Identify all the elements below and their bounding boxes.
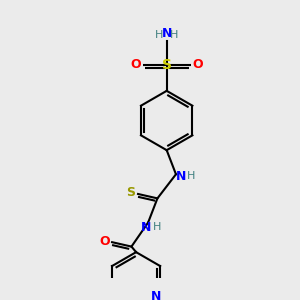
- Text: O: O: [192, 58, 202, 71]
- Text: O: O: [131, 58, 141, 71]
- Text: N: N: [176, 169, 186, 183]
- Text: N: N: [141, 220, 152, 234]
- Text: S: S: [162, 58, 172, 72]
- Text: N: N: [161, 27, 172, 40]
- Text: S: S: [126, 186, 135, 199]
- Text: O: O: [99, 235, 110, 248]
- Text: N: N: [151, 290, 162, 300]
- Text: H: H: [153, 222, 162, 232]
- Text: H: H: [170, 30, 178, 40]
- Text: H: H: [187, 171, 195, 181]
- Text: H: H: [155, 30, 164, 40]
